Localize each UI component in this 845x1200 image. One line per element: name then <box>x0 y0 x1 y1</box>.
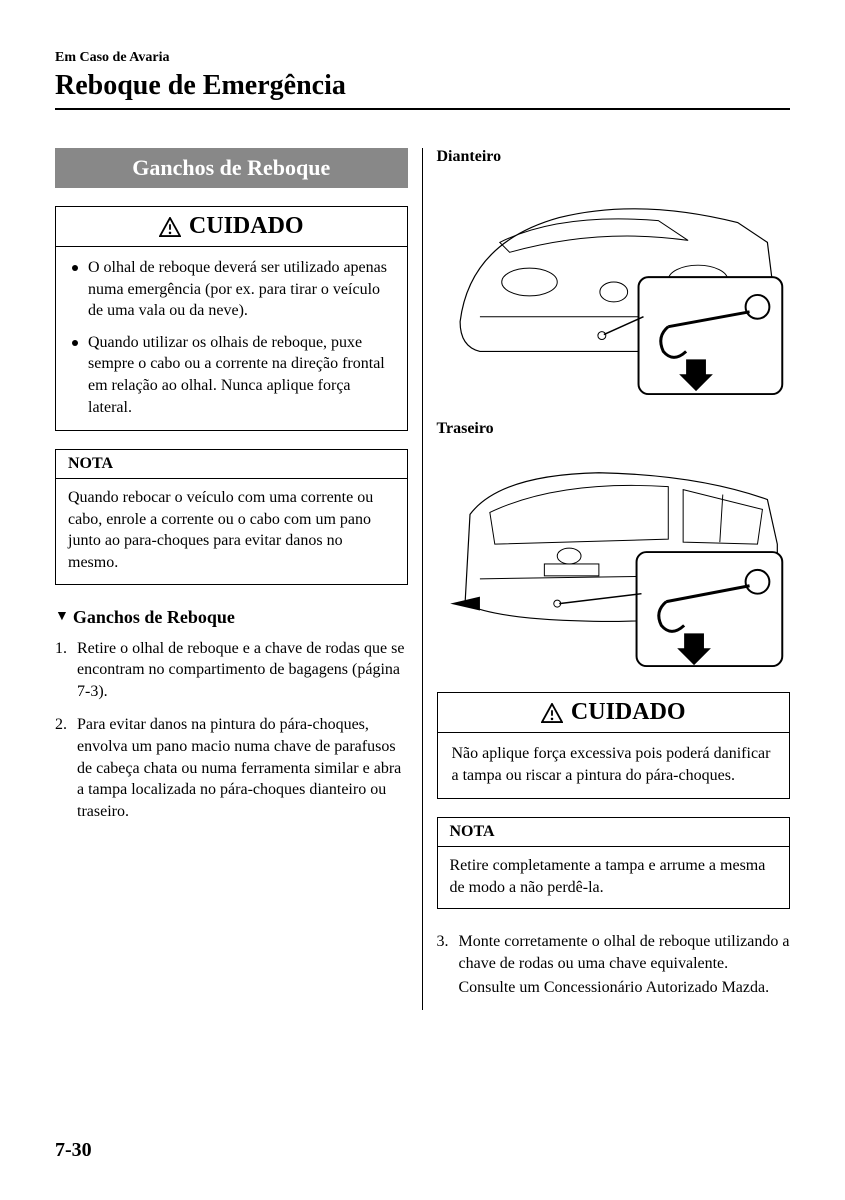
step-item: Retire o olhal de reboque e a chave de r… <box>55 638 408 703</box>
steps-list-left: Retire o olhal de reboque e a chave de r… <box>55 638 408 823</box>
section-banner: Ganchos de Reboque <box>55 148 408 188</box>
caution-body: O olhal de reboque deverá ser utilizado … <box>56 247 407 430</box>
right-column: Dianteiro <box>423 148 791 1010</box>
caution-box-right: CUIDADO Não aplique força excessiva pois… <box>437 692 791 799</box>
note-body: Retire completamente a tampa e arrume a … <box>438 847 790 908</box>
caution-label: CUIDADO <box>189 213 304 240</box>
figure-rear-tow-hook <box>437 444 791 674</box>
step-item: Monte corretamente o olhal de reboque ut… <box>437 931 791 998</box>
page-header: Em Caso de Avaria Reboque de Emergência <box>55 50 790 110</box>
chapter-label: Em Caso de Avaria <box>55 50 790 66</box>
caution-header: CUIDADO <box>56 207 407 247</box>
car-front-illustration-icon <box>438 173 790 401</box>
step3-sub: Consulte um Concessionário Autorizado Ma… <box>459 977 791 999</box>
caution-header: CUIDADO <box>438 693 790 733</box>
page-number: 7-30 <box>55 1139 92 1162</box>
warning-triangle-icon <box>541 703 563 723</box>
left-column: Ganchos de Reboque CUIDADO O olhal de re… <box>55 148 423 1010</box>
caution-list: O olhal de reboque deverá ser utilizado … <box>70 257 393 418</box>
figure-label-front: Dianteiro <box>437 148 791 166</box>
note-box-right: NOTA Retire completamente a tampa e arru… <box>437 817 791 909</box>
page-title: Reboque de Emergência <box>55 70 790 110</box>
note-body: Quando rebocar o veículo com uma corrent… <box>56 479 407 583</box>
caution-label: CUIDADO <box>571 699 686 726</box>
warning-triangle-icon <box>159 217 181 237</box>
caution-item: Quando utilizar os olhais de reboque, pu… <box>70 332 393 418</box>
caution-body: Não aplique força excessiva pois poderá … <box>438 733 790 798</box>
subsection-title-text: Ganchos de Reboque <box>73 607 235 628</box>
car-rear-illustration-icon <box>438 445 790 673</box>
subsection-title: Ganchos de Reboque <box>55 607 408 628</box>
figure-front-tow-hook <box>437 172 791 402</box>
figure-label-rear: Traseiro <box>437 420 791 438</box>
caution-item: O olhal de reboque deverá ser utilizado … <box>70 257 393 322</box>
note-box-left: NOTA Quando rebocar o veículo com uma co… <box>55 449 408 584</box>
note-header: NOTA <box>56 450 407 479</box>
note-header: NOTA <box>438 818 790 847</box>
step3-main: Monte corretamente o olhal de reboque ut… <box>459 933 790 972</box>
steps-list-right: Monte corretamente o olhal de reboque ut… <box>437 931 791 998</box>
step-item: Para evitar danos na pintura do pára-cho… <box>55 714 408 822</box>
two-column-layout: Ganchos de Reboque CUIDADO O olhal de re… <box>55 148 790 1010</box>
caution-box-left: CUIDADO O olhal de reboque deverá ser ut… <box>55 206 408 431</box>
